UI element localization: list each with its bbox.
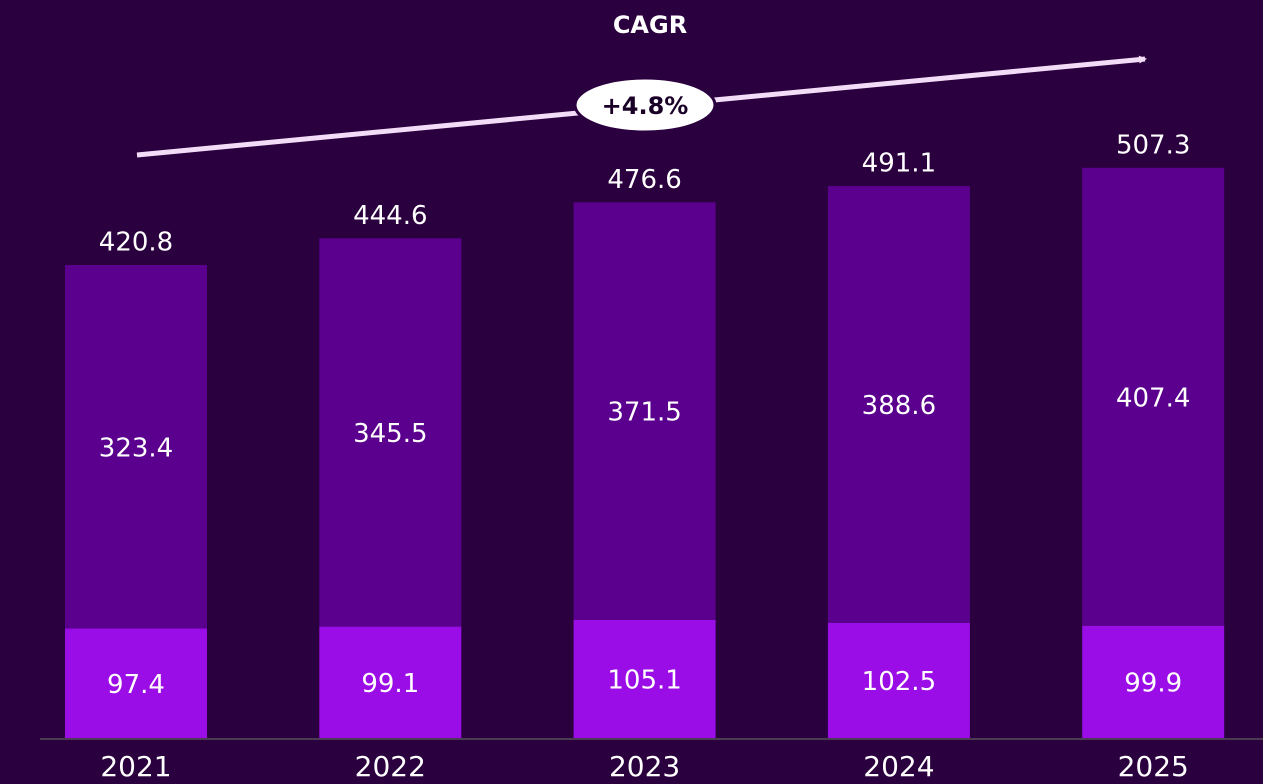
bar-segment [319,626,462,738]
bar-segment [319,238,462,627]
x-tick-label: 2024 [863,750,934,783]
segment-label: 99.9 [1124,668,1182,698]
segment-label: 105.1 [607,665,681,695]
chart-title: CAGR [613,11,687,39]
total-label: 420.8 [99,228,173,258]
segment-label: 407.4 [1116,383,1190,413]
total-label: 476.6 [607,165,681,195]
segment-label: 323.4 [99,433,173,463]
x-tick-label: 2022 [355,750,426,783]
cagr-pill [573,76,717,134]
bar-segment [827,622,970,738]
total-label: 491.1 [862,149,936,179]
segment-label: 345.5 [353,419,427,449]
bar-segment [1082,625,1225,738]
bar-segment [573,619,716,738]
segment-label: 102.5 [862,667,936,697]
bar-segment [65,265,207,629]
bar-segment [827,186,970,623]
bar-segment [1082,167,1225,626]
total-label: 507.3 [1116,130,1190,160]
segment-label: 99.1 [361,669,419,699]
segment-label: 97.4 [107,670,165,700]
x-tick-label: 2023 [609,750,680,783]
segment-label: 371.5 [607,398,681,428]
x-tick-label: 2021 [100,750,171,783]
total-label: 444.6 [353,201,427,231]
cagr-label: +4.8% [602,92,689,120]
segment-label: 388.6 [862,391,936,421]
x-tick-label: 2025 [1118,750,1189,783]
bar-segment [65,628,207,738]
bar-segment [573,202,716,620]
